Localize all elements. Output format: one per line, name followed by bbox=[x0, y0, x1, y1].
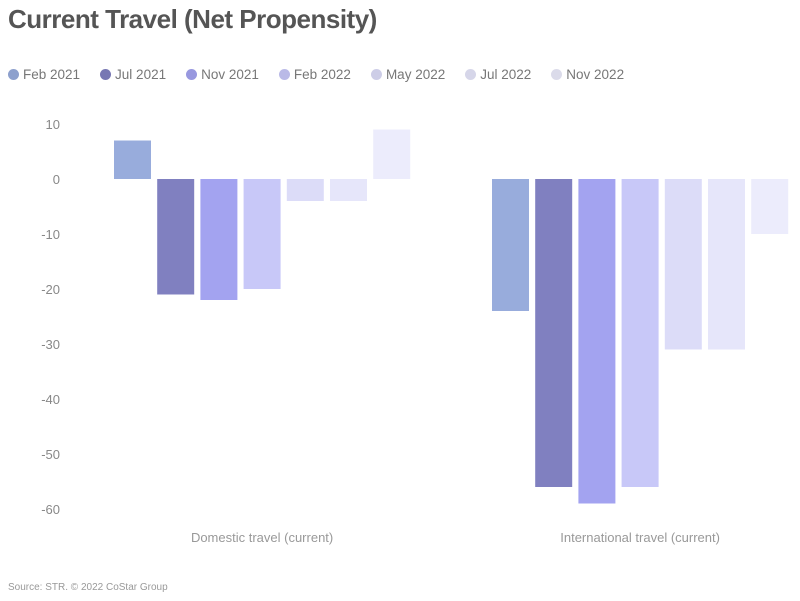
y-tick-label: -40 bbox=[41, 392, 60, 407]
bar bbox=[330, 179, 367, 201]
legend-label: Nov 2022 bbox=[566, 67, 625, 82]
legend-swatch bbox=[8, 69, 19, 80]
legend-label: Feb 2022 bbox=[293, 67, 351, 82]
bar bbox=[751, 179, 789, 234]
chart-title: Current Travel (Net Propensity) bbox=[8, 4, 377, 34]
bar bbox=[157, 179, 195, 295]
y-tick-label: -50 bbox=[41, 447, 60, 462]
x-category-label: Domestic travel (current) bbox=[191, 530, 333, 545]
legend-item[interactable]: May 2022 bbox=[370, 67, 446, 82]
legend-item[interactable]: Jul 2021 bbox=[100, 67, 166, 82]
legend-swatch bbox=[278, 69, 290, 80]
bar bbox=[492, 179, 529, 311]
y-tick-label: 0 bbox=[53, 172, 60, 187]
legend-item[interactable]: Nov 2022 bbox=[551, 67, 624, 82]
legend-item[interactable]: Feb 2021 bbox=[8, 67, 80, 82]
bar bbox=[286, 179, 324, 201]
bar bbox=[535, 179, 573, 487]
x-category-label: International travel (current) bbox=[560, 530, 720, 545]
bar bbox=[200, 179, 238, 300]
legend-item[interactable]: Nov 2021 bbox=[186, 67, 259, 82]
bar bbox=[664, 179, 702, 350]
bar bbox=[243, 179, 281, 289]
legend-swatch bbox=[370, 69, 382, 80]
legend-swatch bbox=[186, 69, 198, 80]
legend-swatch bbox=[465, 69, 477, 80]
y-tick-label: -20 bbox=[41, 282, 60, 297]
legend-label: Jul 2021 bbox=[115, 67, 167, 82]
legend-label: Jul 2022 bbox=[480, 67, 532, 82]
bar bbox=[621, 179, 659, 487]
legend-item[interactable]: Feb 2022 bbox=[278, 67, 351, 82]
legend: Feb 2021 Jul 2021 Nov 2021 Feb 2022 May 2022… bbox=[8, 67, 644, 82]
legend-item[interactable]: Jul 2022 bbox=[465, 67, 531, 82]
bar bbox=[114, 140, 151, 179]
y-tick-label: 10 bbox=[46, 117, 60, 132]
source-note: Source: STR. © 2022 CoStar Group bbox=[8, 582, 168, 593]
legend-swatch bbox=[100, 69, 112, 80]
bar bbox=[708, 179, 745, 350]
y-tick-label: -60 bbox=[41, 502, 60, 517]
y-tick-label: -10 bbox=[41, 227, 60, 242]
legend-label: Feb 2021 bbox=[23, 67, 81, 82]
legend-label: Nov 2021 bbox=[201, 67, 259, 82]
bar bbox=[373, 129, 411, 179]
legend-swatch bbox=[551, 69, 563, 80]
legend-label: May 2022 bbox=[385, 67, 446, 82]
bar bbox=[578, 179, 616, 504]
y-tick-label: -30 bbox=[41, 337, 60, 352]
